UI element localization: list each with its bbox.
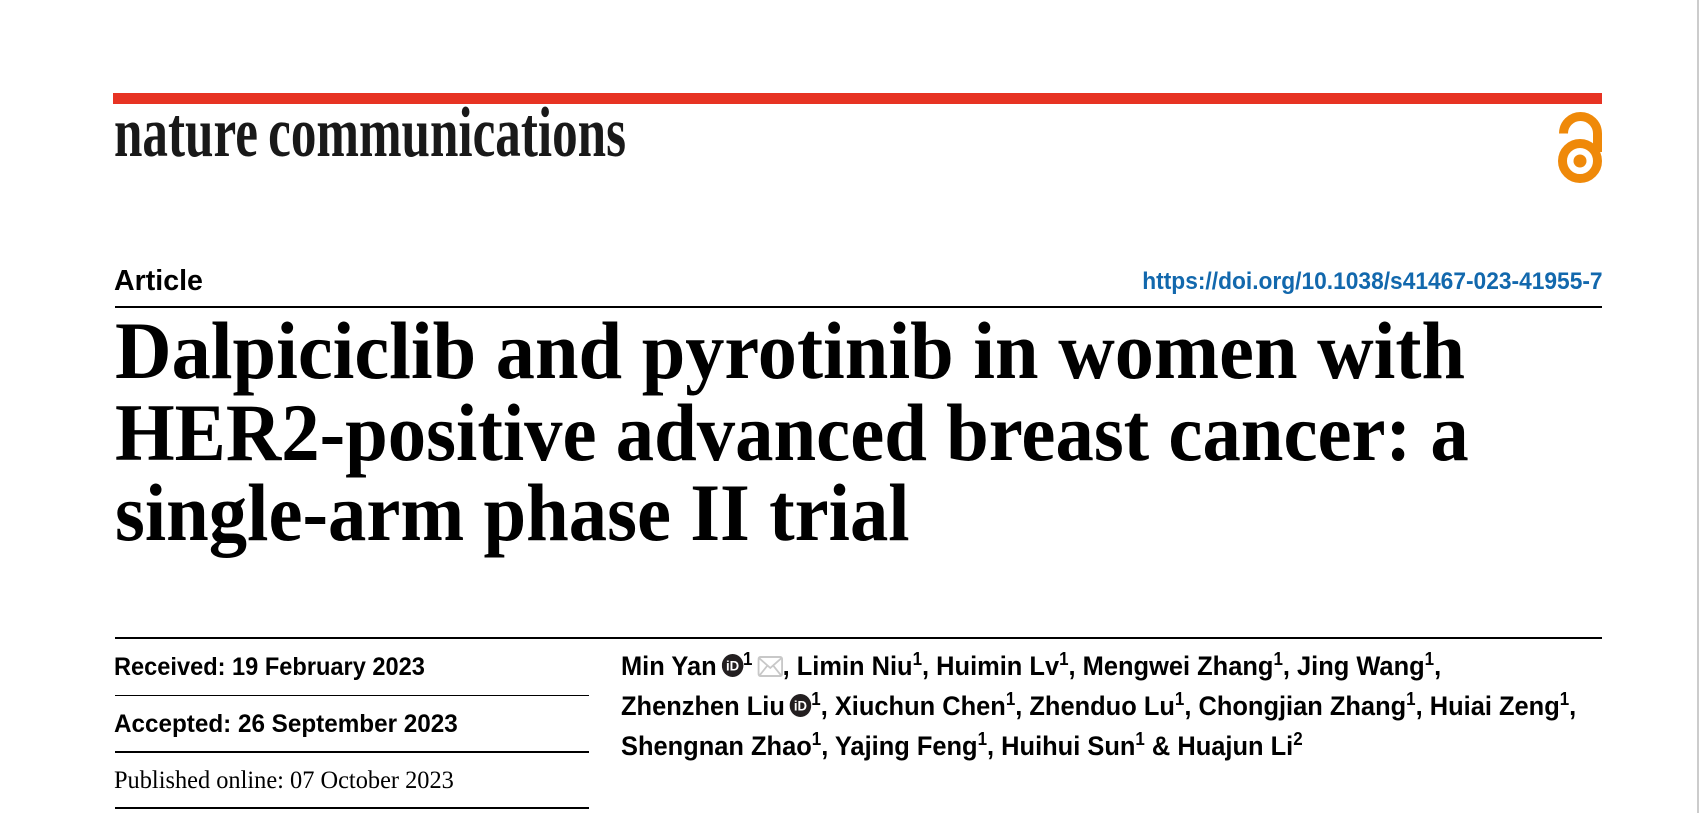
svg-text:iD: iD <box>794 698 807 713</box>
svg-text:iD: iD <box>726 658 739 673</box>
